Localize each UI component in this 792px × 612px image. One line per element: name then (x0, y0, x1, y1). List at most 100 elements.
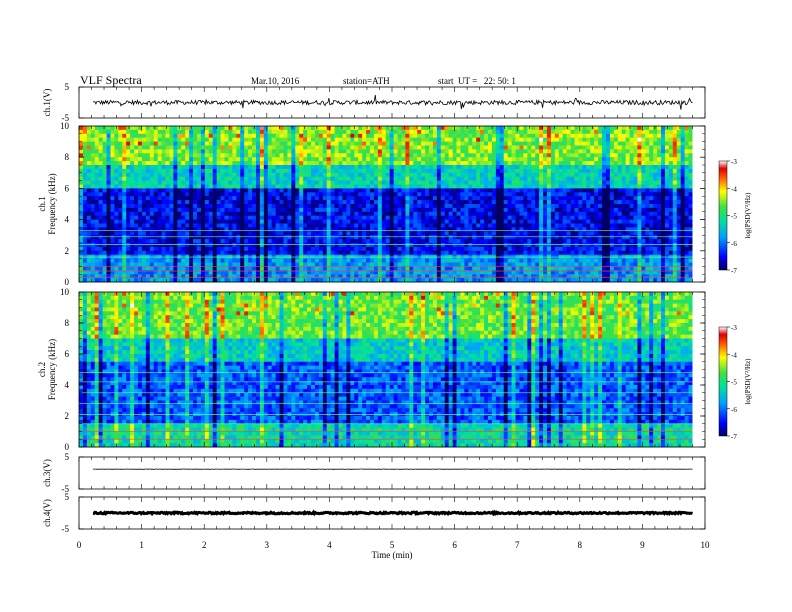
spectrogram-cell (283, 200, 288, 205)
spectrogram-cell (82, 176, 88, 181)
spectrogram-cell (196, 161, 202, 166)
spectrogram-cell (98, 204, 103, 209)
spectrogram-cell (574, 200, 579, 205)
spectrogram-cell (255, 165, 261, 170)
spectrogram-cell (527, 165, 532, 170)
spectrogram-cell (291, 219, 296, 224)
spectrogram-cell (637, 231, 642, 236)
spectrogram-cell (417, 204, 422, 209)
spectrogram-cell (672, 165, 678, 170)
spectrogram-cell (358, 196, 363, 201)
spectrogram-cell (134, 223, 139, 228)
spectrogram-cell (342, 180, 347, 185)
spectrogram-cell (228, 246, 233, 252)
spectrogram-cell (421, 133, 426, 139)
spectrogram-cell (236, 129, 241, 135)
spectrogram-cell (546, 231, 552, 236)
spectrogram-cell (334, 215, 339, 220)
spectrogram-cell (134, 196, 139, 201)
spectrogram-cell (645, 184, 650, 189)
spectrogram-cell (338, 129, 343, 135)
spectrogram-cell (397, 172, 402, 178)
spectrogram-cell (366, 153, 371, 158)
spectrogram-cell (653, 168, 658, 174)
spectrogram-cell (578, 211, 583, 217)
spectrogram-cell (185, 192, 190, 197)
spectrogram-cell (291, 192, 296, 197)
spectrogram-cell (405, 235, 410, 240)
spectrogram-cell (326, 204, 332, 209)
spectrogram-cell (334, 161, 339, 166)
spectrogram-cell (613, 133, 619, 139)
spectrogram-cell (680, 165, 686, 170)
spectrogram-cell (543, 235, 548, 240)
spectrogram-cell (664, 157, 670, 162)
spectrogram-cell (625, 239, 630, 244)
spectrogram-cell (287, 243, 292, 248)
spectrogram-cell (637, 235, 642, 240)
spectrogram-cell (535, 219, 540, 224)
spectrogram-cell (519, 172, 524, 178)
spectrogram-cell (621, 211, 627, 217)
spectrogram-cell (688, 145, 693, 150)
spectrogram-cell (543, 180, 548, 185)
spectrogram-cell (110, 223, 115, 228)
spectrogram-cell (456, 192, 461, 197)
spectrogram-cell (645, 227, 650, 232)
spectrogram-cell (145, 126, 151, 131)
spectrogram-cell (617, 200, 623, 205)
spectrogram-cell (605, 129, 611, 135)
spectrogram-cell (169, 246, 174, 252)
spectrogram-cell (79, 149, 84, 154)
spectrogram-cell (649, 184, 654, 189)
spectrogram-cell (311, 239, 316, 244)
spectrogram-cell (602, 176, 607, 181)
spectrogram-cell (177, 137, 182, 142)
spectrogram-cell (228, 219, 233, 224)
spectrogram-cell (362, 145, 367, 150)
spectrogram-cell (381, 211, 387, 217)
spectrogram-cell (472, 188, 477, 193)
spectrogram-cell (570, 176, 575, 181)
spectrogram-cell (338, 184, 343, 189)
spectrogram-cell (165, 196, 170, 201)
spectrogram-cell (625, 196, 630, 201)
spectrogram-cell (413, 126, 418, 131)
spectrogram-cell (299, 227, 304, 232)
spectrogram-cell (267, 137, 273, 142)
spectrogram-cell (279, 126, 284, 131)
spectrogram-cell (645, 243, 650, 248)
spectrogram-cell (189, 215, 194, 220)
spectrogram-cell (137, 157, 143, 162)
spectrogram-cell (189, 172, 194, 178)
spectrogram-cell (381, 157, 387, 162)
spectrogram-cell (358, 215, 363, 220)
spectrogram-cell (554, 223, 560, 228)
spectrogram-cell (200, 172, 206, 178)
spectrogram-cell (244, 235, 249, 240)
spectrogram-cell (456, 145, 461, 150)
spectrogram-cell (472, 137, 477, 142)
spectrogram-cell (432, 188, 438, 193)
spectrogram-cell (177, 165, 182, 170)
spectrogram-cell (661, 176, 666, 181)
spectrogram-cell (672, 204, 678, 209)
spectrogram-cell (79, 165, 84, 170)
spectrogram-cell (385, 176, 391, 181)
spectrogram-cell (216, 176, 221, 181)
spectrogram-cell (354, 207, 359, 213)
spectrogram-cell (157, 180, 162, 185)
spectrogram-cell (637, 188, 642, 193)
spectrogram-cell (495, 215, 501, 220)
spectrogram-cell (389, 235, 395, 240)
spectrogram-cell (621, 188, 627, 193)
spectrogram-cell (161, 219, 166, 224)
spectrogram-cell (425, 153, 430, 158)
spectrogram-cell (236, 172, 241, 178)
spectrogram-cell (318, 141, 324, 146)
spectrogram-cell (605, 141, 611, 146)
spectrogram-cell (366, 172, 371, 178)
spectrogram-cell (661, 196, 666, 201)
spectrogram-cell (326, 172, 332, 178)
spectrogram-cell (86, 180, 92, 185)
